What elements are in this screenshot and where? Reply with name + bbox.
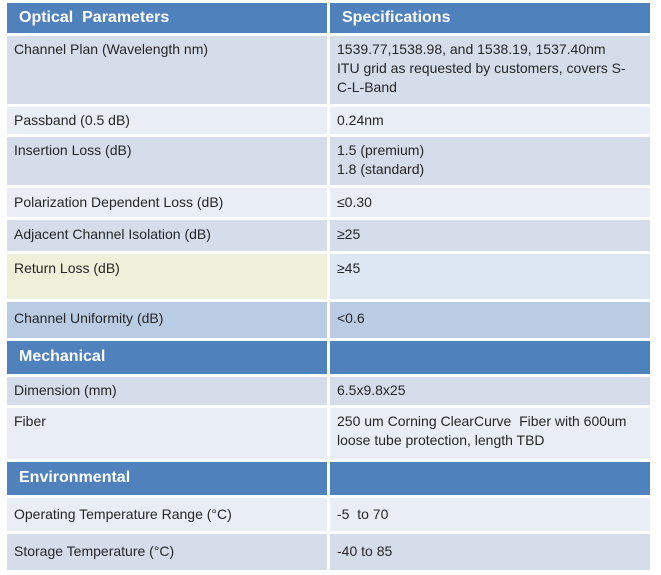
param-cell-storage-temperature: Storage Temperature (°C) bbox=[7, 534, 327, 570]
param-cell-adjacent-channel-isolation: Adjacent Channel Isolation (dB) bbox=[7, 220, 327, 251]
param-cell-polarization-dependent-loss: Polarization Dependent Loss (dB) bbox=[7, 188, 327, 217]
spec-cell-channel-plan: 1539.77,1538.98, and 1538.19, 1537.40nm … bbox=[330, 36, 650, 104]
column-header-optical-parameters: Optical Parameters bbox=[7, 3, 327, 33]
param-cell-channel-plan: Channel Plan (Wavelength nm) bbox=[7, 36, 327, 104]
spec-cell-passband: 0.24nm bbox=[330, 107, 650, 134]
row-channel-uniformity: Channel Uniformity (dB) <0.6 bbox=[7, 302, 650, 338]
param-cell-operating-temperature-range: Operating Temperature Range (°C) bbox=[7, 498, 327, 531]
row-channel-plan: Channel Plan (Wavelength nm) 1539.77,153… bbox=[7, 36, 650, 104]
section-title-mechanical: Mechanical bbox=[7, 341, 327, 374]
param-cell-return-loss: Return Loss (dB) bbox=[7, 254, 327, 299]
spec-cell-adjacent-channel-isolation: ≥25 bbox=[330, 220, 650, 251]
spec-cell-storage-temperature: -40 to 85 bbox=[330, 534, 650, 570]
spec-table: Optical Parameters Specifications Channe… bbox=[4, 0, 653, 573]
column-header-specifications: Specifications bbox=[330, 3, 650, 33]
row-fiber: Fiber 250 um Corning ClearCurve Fiber wi… bbox=[7, 408, 650, 459]
spec-cell-return-loss: ≥45 bbox=[330, 254, 650, 299]
param-cell-fiber: Fiber bbox=[7, 408, 327, 459]
param-cell-insertion-loss: Insertion Loss (dB) bbox=[7, 137, 327, 185]
spec-cell-dimension: 6.5x9.8x25 bbox=[330, 377, 650, 405]
row-dimension: Dimension (mm) 6.5x9.8x25 bbox=[7, 377, 650, 405]
row-adjacent-channel-isolation: Adjacent Channel Isolation (dB) ≥25 bbox=[7, 220, 650, 251]
spec-cell-insertion-loss: 1.5 (premium) 1.8 (standard) bbox=[330, 137, 650, 185]
row-operating-temperature-range: Operating Temperature Range (°C) -5 to 7… bbox=[7, 498, 650, 531]
spec-cell-channel-uniformity: <0.6 bbox=[330, 302, 650, 338]
row-passband: Passband (0.5 dB) 0.24nm bbox=[7, 107, 650, 134]
section-header-environmental: Environmental bbox=[7, 462, 650, 495]
section-header-environmental-spacer-cell bbox=[330, 462, 650, 495]
param-cell-dimension: Dimension (mm) bbox=[7, 377, 327, 405]
row-return-loss: Return Loss (dB) ≥45 bbox=[7, 254, 650, 299]
spec-cell-operating-temperature-range: -5 to 70 bbox=[330, 498, 650, 531]
param-cell-channel-uniformity: Channel Uniformity (dB) bbox=[7, 302, 327, 338]
row-storage-temperature: Storage Temperature (°C) -40 to 85 bbox=[7, 534, 650, 570]
row-insertion-loss: Insertion Loss (dB) 1.5 (premium) 1.8 (s… bbox=[7, 137, 650, 185]
param-cell-passband: Passband (0.5 dB) bbox=[7, 107, 327, 134]
row-polarization-dependent-loss: Polarization Dependent Loss (dB) ≤0.30 bbox=[7, 188, 650, 217]
spec-cell-polarization-dependent-loss: ≤0.30 bbox=[330, 188, 650, 217]
table-header-row: Optical Parameters Specifications bbox=[7, 3, 650, 33]
section-header-mechanical-spacer-cell bbox=[330, 341, 650, 374]
section-header-mechanical: Mechanical bbox=[7, 341, 650, 374]
section-title-environmental: Environmental bbox=[7, 462, 327, 495]
spec-cell-fiber: 250 um Corning ClearCurve Fiber with 600… bbox=[330, 408, 650, 459]
